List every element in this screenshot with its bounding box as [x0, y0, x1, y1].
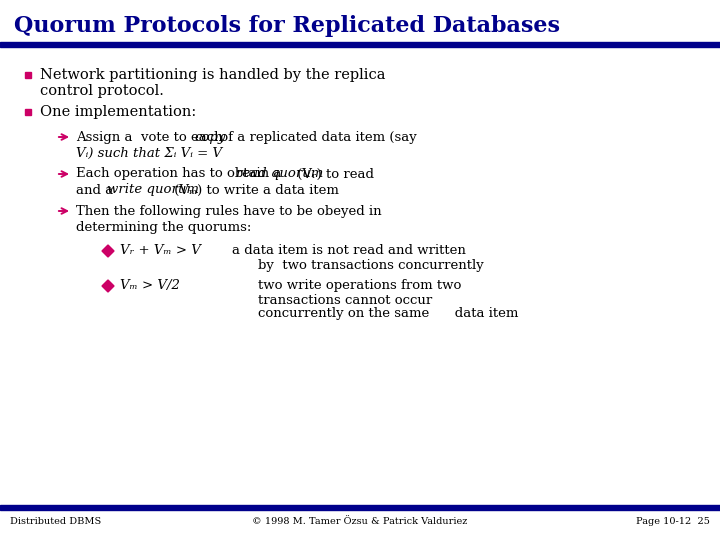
Text: Then the following rules have to be obeyed in: Then the following rules have to be obey… [76, 205, 382, 218]
Text: Quorum Protocols for Replicated Databases: Quorum Protocols for Replicated Database… [14, 15, 560, 37]
Text: Page 10-12  25: Page 10-12 25 [636, 517, 710, 526]
Text: Assign a  vote to each: Assign a vote to each [76, 131, 227, 144]
Text: (Vᵣ) to read: (Vᵣ) to read [294, 167, 374, 180]
Text: control protocol.: control protocol. [40, 84, 164, 98]
Text: and a: and a [76, 184, 117, 197]
Bar [0, 505, 720, 510]
Text: concurrently on the same      data item: concurrently on the same data item [258, 307, 518, 321]
Text: Vᵣ + Vₘ > V: Vᵣ + Vₘ > V [120, 245, 201, 258]
Text: copy: copy [194, 131, 226, 144]
Text: of a replicated data item (say: of a replicated data item (say [216, 131, 417, 144]
Text: transactions cannot occur: transactions cannot occur [258, 294, 432, 307]
Bar [25, 72, 31, 78]
Bar [0, 42, 720, 47]
Text: Vₘ > V/2: Vₘ > V/2 [120, 280, 180, 293]
Text: read quorum: read quorum [235, 167, 323, 180]
Text: determining the quorums:: determining the quorums: [76, 220, 251, 233]
Text: a data item is not read and written: a data item is not read and written [232, 245, 466, 258]
Bar [25, 109, 31, 115]
Polygon shape [102, 280, 114, 292]
Text: by  two transactions concurrently: by two transactions concurrently [258, 259, 484, 272]
Text: Each operation has to obtain a: Each operation has to obtain a [76, 167, 286, 180]
Text: © 1998 M. Tamer Özsu & Patrick Valduriez: © 1998 M. Tamer Özsu & Patrick Valduriez [252, 517, 468, 526]
Text: two write operations from two: two write operations from two [258, 280, 462, 293]
Text: Vᵢ) such that Σᵢ Vᵢ = V: Vᵢ) such that Σᵢ Vᵢ = V [76, 146, 222, 159]
Text: (Vₘ) to write a data item: (Vₘ) to write a data item [170, 184, 339, 197]
Text: write quorum: write quorum [107, 184, 199, 197]
Polygon shape [102, 245, 114, 257]
Text: Distributed DBMS: Distributed DBMS [10, 517, 102, 526]
Text: Network partitioning is handled by the replica: Network partitioning is handled by the r… [40, 68, 385, 82]
Text: One implementation:: One implementation: [40, 105, 197, 119]
